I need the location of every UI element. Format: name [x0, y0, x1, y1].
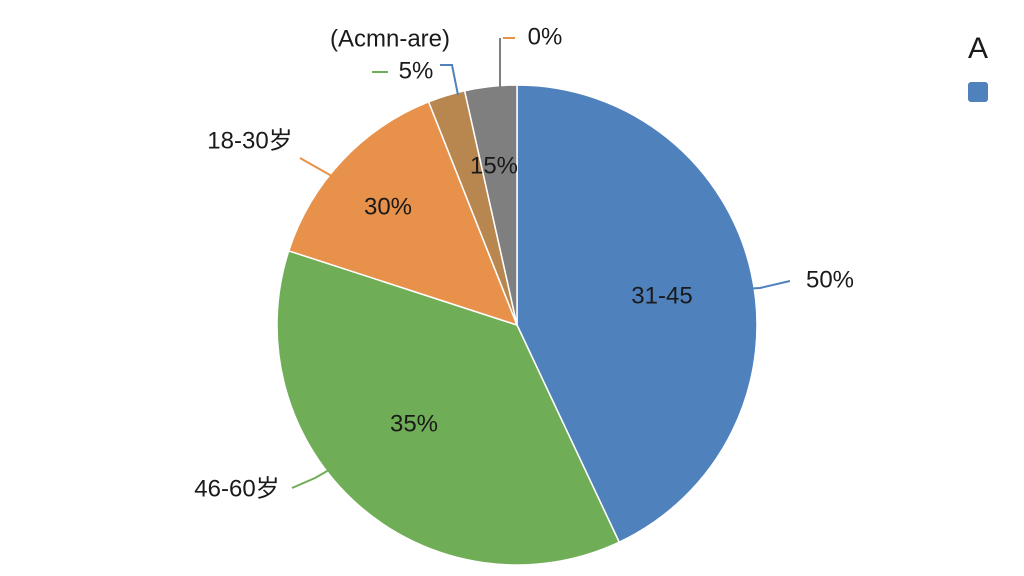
percent-label: 0%	[528, 23, 563, 50]
percent-label: 35%	[390, 410, 438, 437]
pie-slice	[516, 84, 758, 544]
category-label: 46-60岁	[194, 475, 279, 502]
category-label: (Acmn-are)	[330, 25, 450, 52]
leader-line	[440, 64, 459, 96]
leader-line	[619, 280, 791, 297]
percent-label: 15%	[470, 152, 518, 179]
pie-slice	[463, 84, 518, 326]
category-label: 31-45	[631, 282, 692, 309]
category-label: 18-30岁	[207, 127, 292, 154]
percent-label: 5%	[399, 57, 434, 84]
pie-slice	[276, 249, 621, 566]
legend-label: A	[968, 32, 988, 65]
leader-line	[299, 157, 376, 201]
percent-label: 30%	[364, 193, 412, 220]
pie-slice	[287, 100, 519, 327]
legend-swatch	[968, 82, 988, 102]
percent-label: 50%	[806, 266, 854, 293]
leader-line	[291, 431, 396, 489]
